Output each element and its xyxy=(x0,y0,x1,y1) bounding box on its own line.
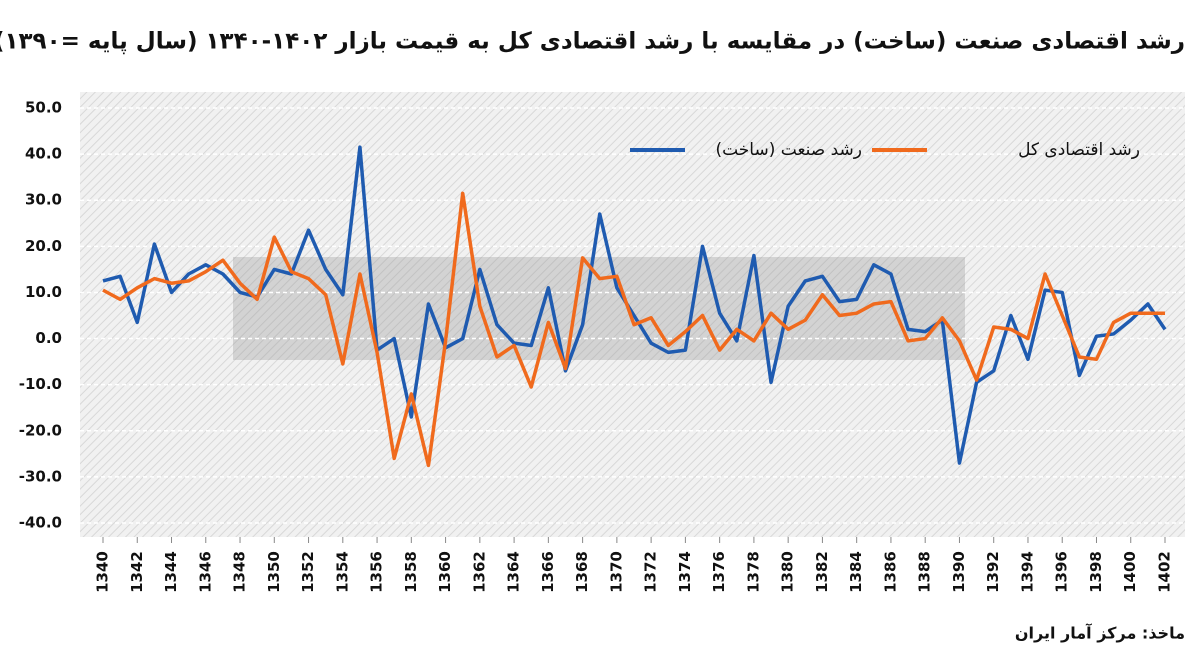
x-tick-label: 1364 xyxy=(505,551,523,593)
legend-label: رشد اقتصادی کل xyxy=(1018,140,1140,160)
x-tick-label: 1356 xyxy=(368,551,386,593)
y-tick-label: -20.0 xyxy=(19,421,62,439)
y-tick-label: 40.0 xyxy=(25,145,62,163)
line-series xyxy=(102,191,1165,468)
x-tick-label: 1366 xyxy=(539,551,557,593)
x-tick-label: 1400 xyxy=(1121,551,1139,593)
x-tick-label: 1340 xyxy=(94,551,112,593)
y-tick-label: -30.0 xyxy=(19,467,62,485)
y-tick-label: 20.0 xyxy=(25,237,62,255)
x-tick-label: 1352 xyxy=(299,551,317,593)
x-tick-label: 1392 xyxy=(984,551,1002,593)
x-tick-label: 1362 xyxy=(470,551,488,593)
x-tick-label: 1388 xyxy=(916,551,934,593)
y-tick-label: -10.0 xyxy=(19,375,62,393)
line-series xyxy=(102,145,1167,465)
chart-title: رشد اقتصادی صنعت (ساخت) در مقایسه با رشد… xyxy=(0,29,1185,55)
legend-label: رشد صنعت (ساخت) xyxy=(715,140,862,160)
y-tick-label: 0.0 xyxy=(35,329,62,347)
watermark xyxy=(233,257,965,360)
x-tick-label: 1374 xyxy=(676,551,694,593)
x-tick-label: 1344 xyxy=(162,551,180,593)
y-tick-label: 30.0 xyxy=(25,191,62,209)
x-tick-label: 1360 xyxy=(436,551,454,593)
x-tick-label: 1382 xyxy=(813,551,831,593)
x-tick-label: 1358 xyxy=(402,551,420,593)
x-tick-label: 1346 xyxy=(196,551,214,593)
x-tick-label: 1380 xyxy=(779,551,797,593)
x-tick-label: 1378 xyxy=(744,551,762,593)
x-tick-label: 1396 xyxy=(1053,551,1071,593)
x-tick-label: 1350 xyxy=(265,551,283,593)
source: ماخذ: مرکز آمار ایران xyxy=(1015,623,1185,643)
x-tick-label: 1370 xyxy=(607,551,625,593)
x-tick-label: 1376 xyxy=(710,551,728,593)
x-tick-label: 1348 xyxy=(231,551,249,593)
x-tick-label: 1386 xyxy=(881,551,899,593)
x-tick-label: 1368 xyxy=(573,551,591,593)
x-tick-label: 1384 xyxy=(847,551,865,593)
x-tick-label: 1342 xyxy=(128,551,146,593)
x-tick-label: 1398 xyxy=(1087,551,1105,593)
x-tick-label: 1354 xyxy=(333,551,351,593)
x-tick-label: 1394 xyxy=(1018,551,1036,593)
y-tick-label: -40.0 xyxy=(19,514,62,532)
y-tick-label: 10.0 xyxy=(25,283,62,301)
y-tick-label: 50.0 xyxy=(25,99,62,117)
x-tick-label: 1390 xyxy=(950,551,968,593)
x-tick-label: 1402 xyxy=(1156,551,1174,593)
x-tick-label: 1372 xyxy=(642,551,660,593)
